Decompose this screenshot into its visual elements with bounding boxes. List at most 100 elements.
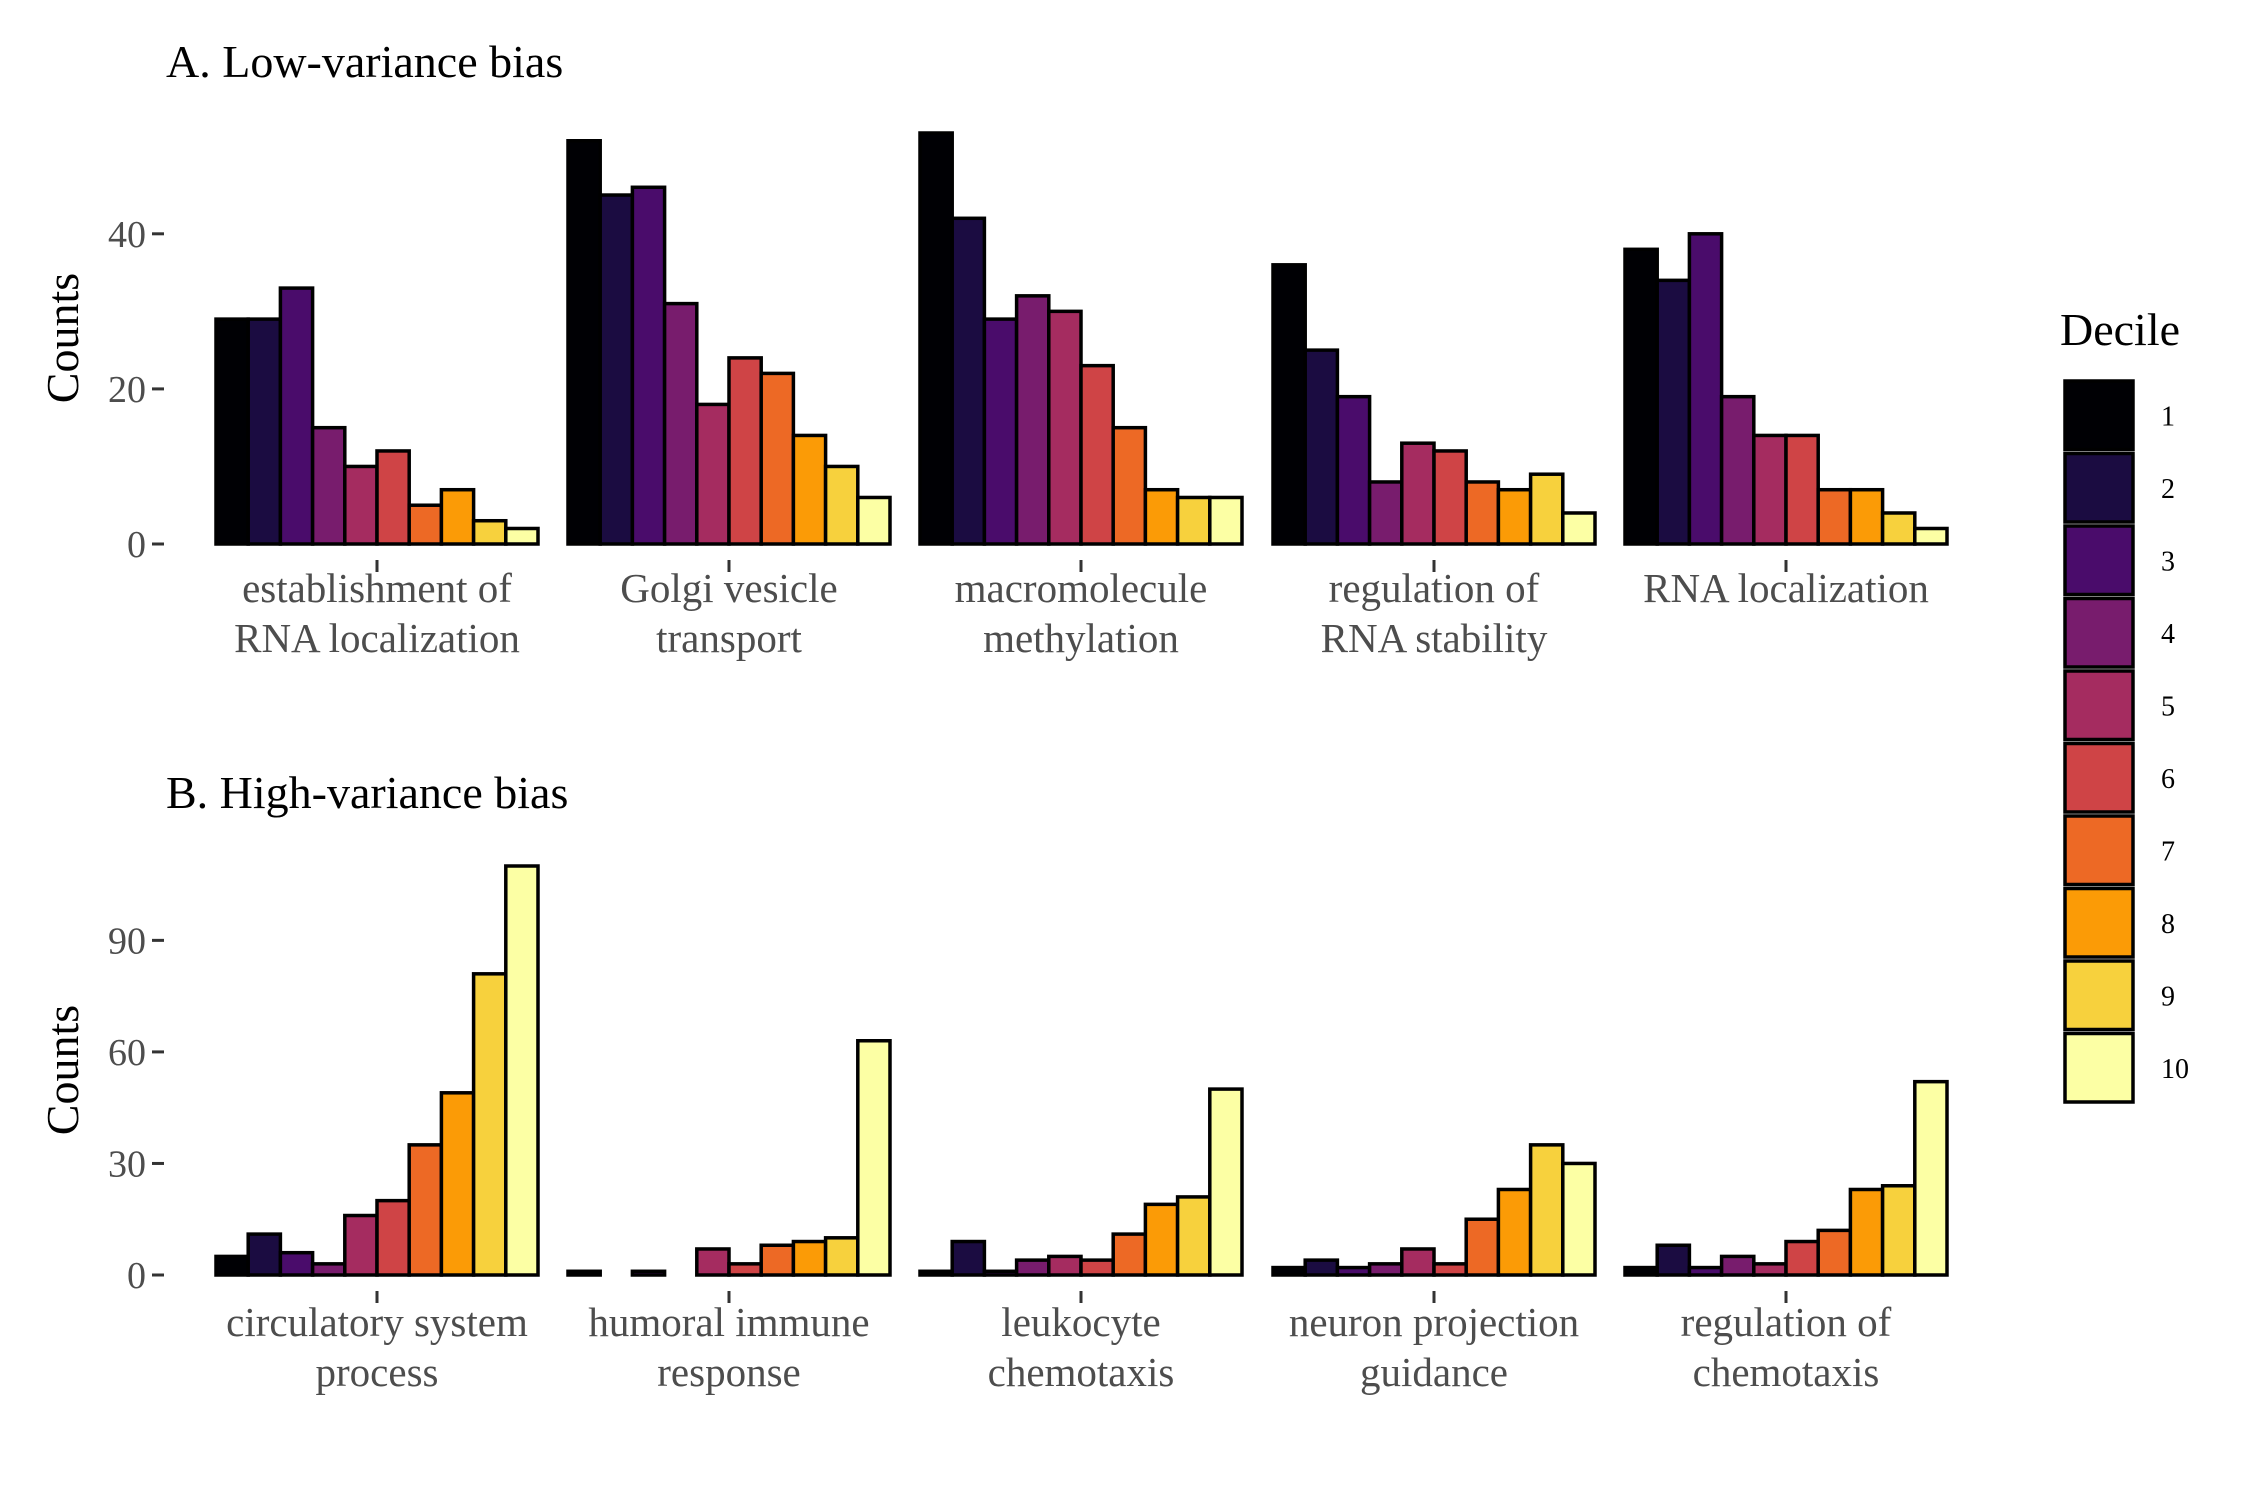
bar-decile-7 <box>759 371 796 546</box>
panel-title: B. High-variance bias <box>166 767 568 818</box>
bar-decile-7 <box>1111 1232 1148 1277</box>
category-label: RNA localization <box>234 615 520 661</box>
bar-decile-9 <box>471 972 508 1277</box>
y-axis-title: Counts <box>37 273 88 403</box>
category-label: chemotaxis <box>1693 1349 1880 1395</box>
bar-decile-2 <box>1655 1243 1692 1277</box>
bar-decile-6 <box>1432 1262 1468 1277</box>
bar-decile-8 <box>439 1091 476 1277</box>
bar-decile-5 <box>695 402 731 546</box>
bar-decile-9 <box>823 1236 860 1277</box>
bar-decile-4 <box>662 301 699 546</box>
bar-decile-10 <box>504 526 540 546</box>
bar-decile-8 <box>791 433 828 546</box>
bar-decile-8 <box>1496 1187 1533 1277</box>
bar-decile-5 <box>343 464 379 546</box>
y-tick-label: 0 <box>127 524 146 566</box>
bar-decile-9 <box>1880 1184 1917 1277</box>
category-label: Golgi vesicle <box>620 565 837 611</box>
legend-label: 9 <box>2161 981 2175 1012</box>
category-label: RNA stability <box>1321 615 1548 661</box>
bar-decile-9 <box>1175 1195 1212 1277</box>
bar-decile-2 <box>1655 278 1692 546</box>
panel-a: A. Low-variance bias Counts 0 20 40 establish… <box>37 36 1949 661</box>
bar-decile-5 <box>343 1213 379 1277</box>
bar-decile-2 <box>246 317 283 546</box>
bar-decile-10 <box>1208 1087 1244 1277</box>
category-label: neuron projection <box>1289 1299 1579 1345</box>
legend-swatch-5 <box>2063 669 2135 742</box>
bar-decile-10 <box>1561 1161 1597 1277</box>
bar-decile-9 <box>1528 472 1565 546</box>
bar-decile-7 <box>407 1143 444 1277</box>
bar-decile-1 <box>214 1254 250 1277</box>
legend-swatch-8 <box>2063 886 2135 959</box>
bar-decile-9 <box>1880 511 1917 546</box>
bar-decile-1 <box>918 131 954 546</box>
bar-decile-10 <box>1913 526 1949 546</box>
bar-decile-4 <box>1014 294 1051 546</box>
bar-decile-2 <box>246 1232 283 1277</box>
legend-label: 4 <box>2161 619 2175 650</box>
bar-decile-9 <box>1175 495 1212 546</box>
category-label: methylation <box>983 615 1179 661</box>
category-label: macromolecule <box>955 565 1208 611</box>
bar-decile-4 <box>310 425 347 546</box>
bar-decile-6 <box>727 356 763 546</box>
bar-decile-8 <box>1848 1187 1885 1277</box>
y-axis-title: Counts <box>37 1005 88 1135</box>
bar-decile-3 <box>982 1269 1019 1277</box>
legend: Decile 1 2 3 4 5 6 7 8 9 10 <box>2060 304 2189 1104</box>
category-label: response <box>657 1349 800 1395</box>
y-tick-label: 90 <box>108 920 146 962</box>
panel-title: A. Low-variance bias <box>166 36 563 87</box>
bar-decile-2 <box>598 193 635 546</box>
bar-decile-7 <box>1816 1228 1853 1277</box>
bar-decile-3 <box>1687 232 1724 546</box>
bar-decile-9 <box>1528 1143 1565 1277</box>
bar-decile-7 <box>407 503 444 546</box>
category-label: regulation of <box>1329 565 1540 611</box>
y-tick-label: 20 <box>108 369 146 411</box>
bar-decile-1 <box>1271 263 1307 546</box>
bar-decile-6 <box>1784 433 1820 546</box>
category-label: circulatory system <box>226 1299 528 1345</box>
bar-decile-2 <box>1303 348 1340 546</box>
legend-label: 7 <box>2161 836 2175 867</box>
legend-swatch-7 <box>2063 814 2135 887</box>
legend-swatch-10 <box>2063 1031 2135 1104</box>
y-tick-label: 0 <box>127 1255 146 1297</box>
category-label: regulation of <box>1681 1299 1892 1345</box>
bar-decile-2 <box>950 216 987 546</box>
bar-decile-4 <box>1719 1254 1756 1277</box>
y-tick-label: 40 <box>108 214 146 256</box>
legend-label: 1 <box>2161 401 2175 432</box>
bar-decile-7 <box>1816 487 1853 546</box>
bar-decile-3 <box>630 1269 667 1277</box>
bar-decile-3 <box>1335 1265 1372 1277</box>
bar-decile-4 <box>1367 480 1404 546</box>
bar-decile-5 <box>1752 1262 1788 1277</box>
bar-decile-4 <box>1367 1262 1404 1277</box>
legend-label: 8 <box>2161 909 2175 940</box>
legend-label: 10 <box>2161 1054 2189 1085</box>
bar-decile-7 <box>1464 1217 1501 1277</box>
bar-decile-4 <box>1719 394 1756 546</box>
bar-decile-6 <box>375 449 411 546</box>
legend-label: 3 <box>2161 546 2175 577</box>
legend-swatch-1 <box>2063 379 2135 452</box>
bar-decile-7 <box>759 1243 796 1277</box>
bar-decile-3 <box>1335 394 1372 546</box>
category-label: chemotaxis <box>988 1349 1175 1395</box>
bar-decile-1 <box>566 1269 602 1277</box>
legend-label: 6 <box>2161 764 2175 795</box>
legend-swatch-3 <box>2063 524 2135 597</box>
bar-decile-1 <box>214 317 250 546</box>
bar-decile-2 <box>1303 1258 1340 1277</box>
category-label: establishment of <box>242 565 512 611</box>
